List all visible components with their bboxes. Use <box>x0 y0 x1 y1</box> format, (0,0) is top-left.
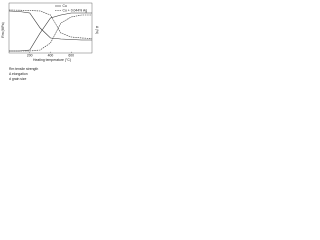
note: Rm tensile strength <box>9 67 38 71</box>
series-line <box>8 10 92 41</box>
y-axis-label: Rm (MPa) <box>1 22 5 37</box>
x-tick-label: 200 <box>27 53 33 57</box>
series-line <box>8 9 93 39</box>
series-line <box>9 12 92 52</box>
y2-axis-label: A (%) <box>95 26 99 34</box>
legend-label: Cu + 0.044% Ag <box>63 8 88 12</box>
series-line <box>9 14 92 52</box>
chart: Rm (MPa) A (%) Heating temperature (°C) … <box>1 2 99 81</box>
x-axis-label: Heating temperature (°C) <box>33 58 71 62</box>
x-tick-label: 400 <box>48 53 54 57</box>
x-tick-label: 600 <box>68 53 74 57</box>
note: A elongation <box>9 72 28 76</box>
legend-label: Cu <box>63 4 67 8</box>
note: d grain size <box>9 77 26 81</box>
